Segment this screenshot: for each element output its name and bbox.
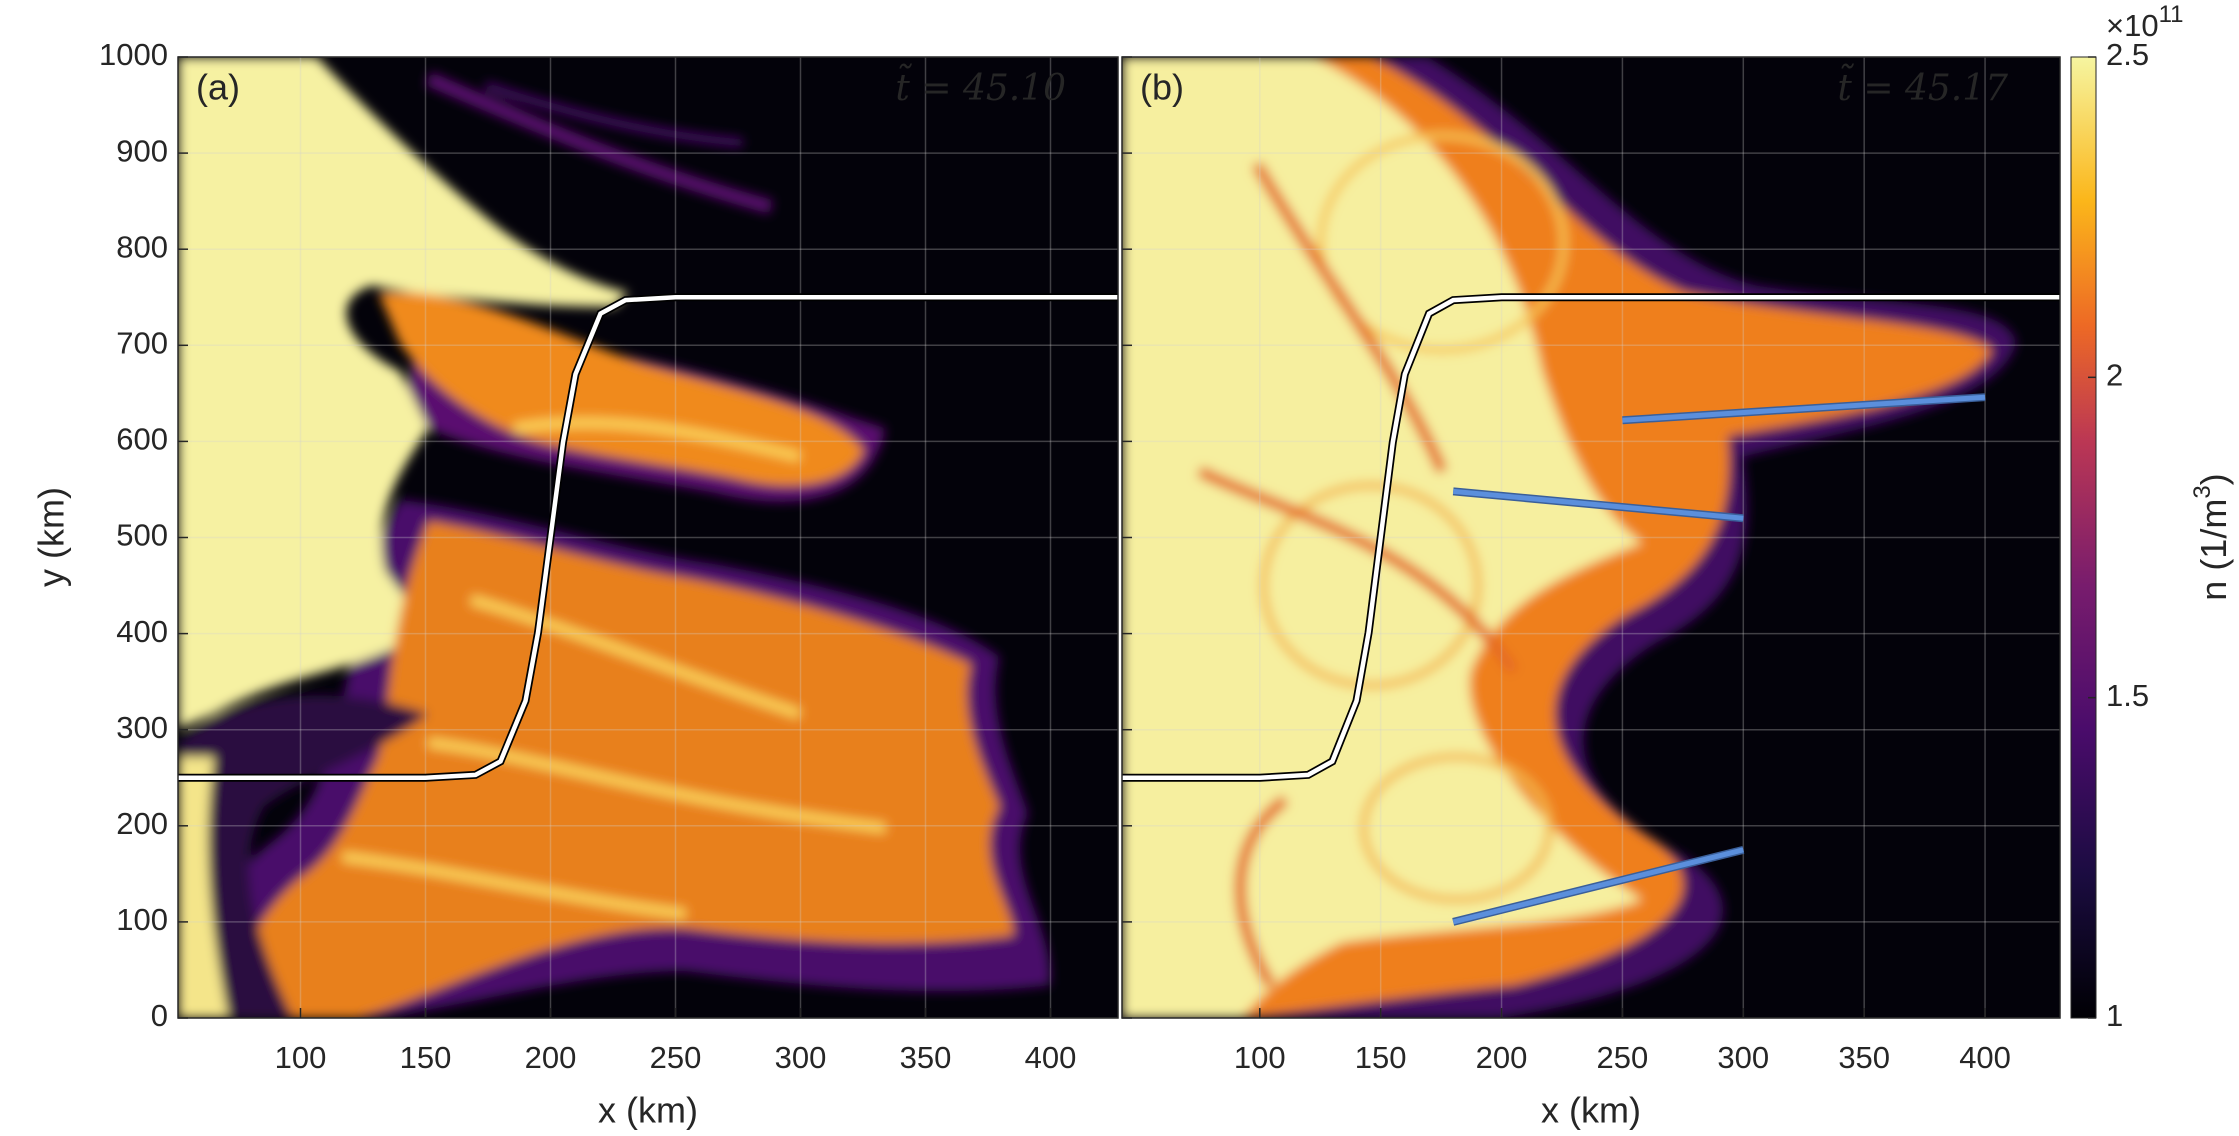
y-tick-label: 200 — [116, 806, 168, 841]
y-tick-label: 900 — [116, 133, 168, 168]
y-tick-label: 500 — [116, 518, 168, 553]
x-tick-label: 200 — [1476, 1040, 1528, 1075]
colorbar-tick-label: 2.5 — [2106, 37, 2149, 72]
x-axis-label: x (km) — [598, 1090, 698, 1131]
axes-frame — [177, 56, 1119, 1019]
time-annotation: t̃ = 45.17 — [1837, 64, 2008, 109]
panel-label: (b) — [1140, 67, 1184, 108]
x-tick-label: 250 — [1597, 1040, 1649, 1075]
fit-line — [1622, 394, 1986, 423]
boundary — [1122, 295, 2060, 780]
boundary-group — [1122, 293, 2060, 782]
colorbar-label-text: n (1/m — [2193, 499, 2234, 601]
exponent: 11 — [2159, 1, 2184, 28]
x-tick-label: 300 — [775, 1040, 827, 1075]
y-axis-label: y (km) — [31, 487, 72, 587]
colorbar-label: n (1/m3) — [2189, 473, 2233, 600]
x-tick-label: 400 — [1025, 1040, 1077, 1075]
axes-frame — [1121, 56, 2061, 1019]
y-tick-label: 100 — [116, 902, 168, 937]
y-tick-label: 700 — [116, 325, 168, 360]
boundary-group — [178, 293, 1118, 782]
colorbar-tick-label: 1.5 — [2106, 678, 2149, 713]
y-tick-label: 400 — [116, 614, 168, 649]
colorbar-tick-label: 1 — [2106, 998, 2123, 1033]
colorbar-multiplier: ×1011 — [2106, 1, 2184, 43]
time-annotation: t̃ = 45.10 — [895, 64, 1066, 109]
x-tick-label: 300 — [1717, 1040, 1769, 1075]
y-tick-label: 800 — [116, 229, 168, 264]
x-tick-label: 150 — [1355, 1040, 1407, 1075]
x-tick-label: 250 — [650, 1040, 702, 1075]
x-tick-label: 100 — [1234, 1040, 1286, 1075]
x-tick-label: 150 — [400, 1040, 452, 1075]
x-tick-label: 400 — [1959, 1040, 2011, 1075]
fit-line — [1452, 847, 1744, 925]
colorbar-label-end: ) — [2193, 473, 2234, 485]
y-tick-label: 300 — [116, 710, 168, 745]
fit-line — [1452, 488, 1744, 521]
y-tick-label: 600 — [116, 422, 168, 457]
colorbar-label-sup: 3 — [2189, 485, 2216, 498]
x-tick-label: 200 — [525, 1040, 577, 1075]
x-axis-label: x (km) — [1541, 1090, 1641, 1131]
x-tick-label: 350 — [900, 1040, 952, 1075]
colorbar-tick-label: 2 — [2106, 358, 2123, 393]
colorbar — [2070, 56, 2097, 1019]
x-tick-label: 100 — [275, 1040, 327, 1075]
y-tick-label: 0 — [151, 998, 168, 1033]
x-tick-label: 350 — [1838, 1040, 1890, 1075]
field-a — [178, 57, 1118, 1018]
multiplier: ×10 — [2106, 8, 2159, 43]
panel-label: (a) — [196, 67, 240, 108]
boundary — [178, 295, 1118, 780]
y-tick-label: 1000 — [99, 37, 168, 72]
